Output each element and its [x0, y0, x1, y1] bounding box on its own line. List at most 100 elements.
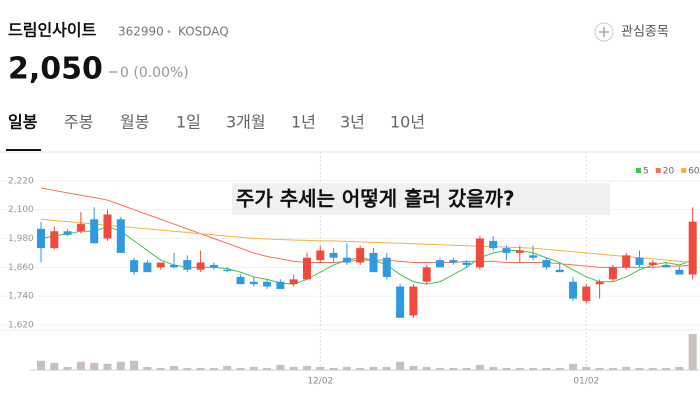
volume-bar: [542, 367, 551, 370]
candle-body: [648, 262, 657, 265]
candle-body: [396, 286, 405, 318]
candle-body: [369, 252, 378, 273]
watch-button[interactable]: 관심종목: [594, 22, 669, 42]
volume-bar: [369, 366, 378, 370]
candle-body: [409, 286, 418, 316]
candle-body: [529, 255, 538, 258]
volume-bar: [382, 366, 391, 370]
candle-body: [502, 248, 511, 253]
tabs: 일봉 주봉 월봉 1일 3개월 1년 3년 10년: [6, 113, 425, 151]
volume-bar: [608, 367, 617, 370]
candle-body: [223, 269, 232, 271]
candle-body: [515, 250, 524, 253]
volume-bar: [90, 362, 99, 370]
y-tick-label: 1,740: [8, 292, 34, 302]
y-tick-label: 2,100: [8, 205, 34, 215]
volume-bar: [183, 367, 192, 370]
candle-body: [316, 250, 325, 261]
volume-bar: [143, 366, 152, 370]
volume-bar: [209, 367, 218, 370]
ma-line: [40, 218, 693, 264]
tab[interactable]: 3개월: [226, 113, 266, 132]
legend-swatch: [636, 168, 641, 173]
volume-bar: [595, 367, 604, 370]
tab[interactable]: 3년: [340, 113, 365, 132]
volume-bar: [236, 367, 245, 370]
legend-swatch: [681, 168, 687, 173]
volume-bar: [342, 366, 351, 370]
volume-bar: [156, 367, 165, 370]
annotation-box: [232, 183, 610, 215]
candle-body: [449, 260, 458, 263]
tab[interactable]: 1일: [176, 113, 201, 132]
plus-circle: [594, 22, 614, 42]
volume-bar: [409, 365, 418, 370]
legend-label: 5: [643, 167, 649, 177]
candle-body: [209, 264, 218, 268]
volume-bar: [103, 363, 112, 370]
chart: 1,620 1,740 1,860 1,980 2,100 2,220 12/02 01/02…: [0, 152, 700, 387]
volume-bar: [130, 360, 139, 370]
watch-label: 관심종목: [621, 25, 669, 40]
candle-body: [103, 214, 112, 239]
candle-body: [196, 262, 205, 270]
volume-bar: [662, 367, 671, 370]
candle-body: [249, 281, 258, 285]
candle-body: [422, 267, 431, 282]
volume-bar: [569, 363, 577, 370]
candle-body: [675, 269, 684, 275]
candle-body: [289, 279, 298, 285]
volume-bar: [170, 365, 178, 370]
volume-bar: [688, 334, 697, 370]
candle-body: [37, 228, 45, 249]
ma-line: [40, 187, 693, 268]
candle-body: [329, 252, 338, 258]
candle-body: [76, 224, 85, 232]
candle-body: [382, 257, 391, 277]
candle-body: [263, 281, 272, 287]
separator: •: [166, 27, 172, 38]
volume-bar: [303, 365, 311, 370]
candle-body: [542, 260, 551, 268]
candle-body: [436, 260, 444, 268]
tab[interactable]: 일봉: [8, 113, 38, 132]
volume-bar: [289, 366, 298, 370]
y-tick-label: 1,620: [8, 321, 34, 331]
candle-body: [276, 281, 285, 289]
volume-bar: [635, 367, 644, 370]
volume-bar: [223, 365, 232, 370]
tab[interactable]: 1년: [291, 113, 316, 132]
stock-code: 362990: [118, 25, 164, 39]
volume-bar: [582, 366, 591, 370]
volume-bar: [422, 366, 431, 370]
volume-bar: [502, 367, 511, 370]
y-tick-label: 1,860: [8, 263, 34, 273]
tab[interactable]: 월봉: [120, 113, 149, 132]
volume-bar: [329, 367, 338, 370]
candle-body: [688, 221, 697, 275]
volume-bar: [316, 366, 325, 370]
legend-label: 60: [688, 167, 700, 177]
tab[interactable]: 주봉: [64, 113, 93, 132]
candle-body: [555, 269, 564, 273]
volume-bar: [396, 361, 405, 370]
volume-bar: [63, 366, 72, 370]
candle-body: [342, 257, 351, 263]
tab[interactable]: 10년: [390, 113, 425, 132]
candle-body: [475, 238, 484, 268]
volume-bar: [622, 366, 631, 370]
x-tick-label: 12/02: [307, 377, 333, 387]
volume-bar: [50, 362, 59, 370]
stock-name: 드림인사이트: [8, 21, 97, 40]
candle-body: [90, 219, 99, 244]
candle-body: [156, 262, 165, 268]
candle-body: [635, 257, 644, 265]
volume-bar: [249, 366, 258, 370]
candle-body: [608, 267, 617, 280]
candle-body: [356, 248, 365, 263]
annotation: 주가 추세는 어떻게 흘러 갔을까?: [236, 187, 515, 211]
volume-bar: [116, 361, 125, 370]
candle-body: [116, 219, 125, 253]
market: KOSDAQ: [178, 25, 229, 39]
